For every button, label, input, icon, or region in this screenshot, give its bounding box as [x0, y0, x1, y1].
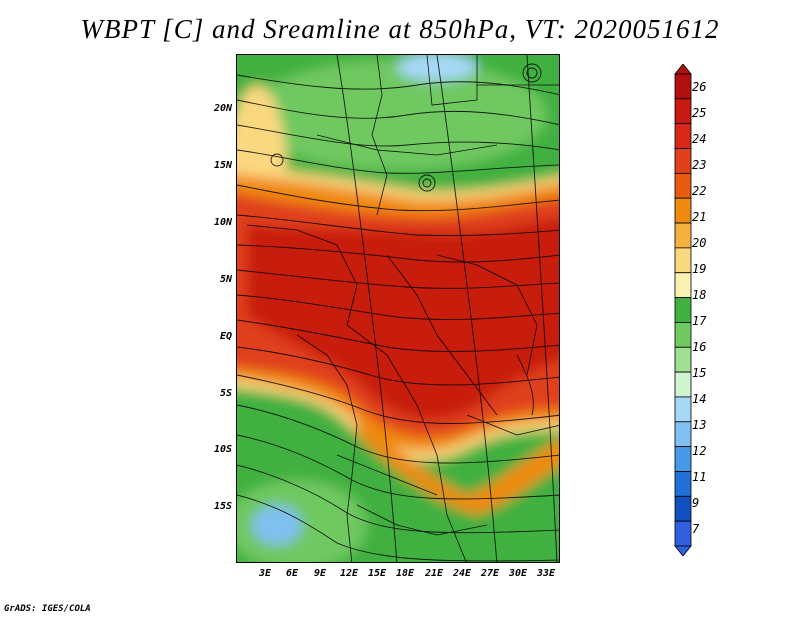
- colorbar-label-26: 26: [692, 80, 707, 94]
- colorbar: [674, 64, 692, 556]
- colorbar-label-7: 7: [692, 522, 700, 536]
- y-tick-10s: 10S: [213, 444, 232, 455]
- colorbar-segment: [674, 98, 692, 125]
- y-tick-10n: 10N: [213, 217, 232, 228]
- colorbar-segment: [674, 421, 692, 448]
- cool-blue-patch: [252, 505, 302, 545]
- colorbar-segment: [674, 73, 692, 100]
- colorbar-top-arrow: [674, 64, 692, 75]
- colorbar-label-13: 13: [692, 418, 707, 432]
- colorbar-segment: [674, 272, 692, 298]
- colorbar-segment: [674, 222, 692, 249]
- colorbar-segment: [674, 396, 692, 423]
- y-tick-eq: EQ: [219, 331, 232, 342]
- country-borders: [246, 55, 559, 562]
- colorbar-segment: [674, 123, 692, 149]
- colorbar-segment: [674, 247, 692, 274]
- colorbar-segment: [674, 446, 692, 472]
- colorbar-segment: [674, 520, 692, 547]
- colorbar-label-25: 25: [692, 106, 707, 120]
- streamlines: [237, 55, 559, 562]
- colorbar-label-16: 16: [692, 340, 707, 354]
- map-panel: [236, 54, 560, 563]
- colorbar-label-20: 20: [692, 236, 707, 250]
- x-tick-3e: 3E: [258, 568, 272, 579]
- colorbar-label-11: 11: [692, 470, 707, 484]
- colorbar-segment: [674, 172, 692, 199]
- x-tick-33e: 33E: [536, 568, 556, 579]
- colorbar-label-12: 12: [692, 444, 707, 458]
- colorbar-segment: [674, 471, 692, 497]
- footer-credit: GrADS: IGES/COLA: [4, 604, 91, 614]
- y-tick-5s: 5S: [219, 388, 232, 399]
- colorbar-segment: [674, 371, 692, 398]
- colorbar-bottom-arrow: [674, 545, 692, 556]
- colorbar-label-22: 22: [692, 184, 707, 198]
- colorbar-segment: [674, 346, 692, 373]
- colorbar-segment: [674, 197, 692, 224]
- x-tick-30e: 30E: [508, 568, 528, 579]
- x-tick-21e: 21E: [424, 568, 444, 579]
- colorbar-label-19: 19: [692, 262, 707, 276]
- orange-south-tongue: [357, 405, 559, 515]
- colorbar-label-9: 9: [692, 496, 700, 510]
- hot-core: [247, 217, 559, 420]
- colorbar-segment: [674, 322, 692, 348]
- y-tick-20n: 20N: [213, 103, 232, 114]
- colorbar-label-17: 17: [692, 314, 707, 328]
- colorbar-segment: [674, 495, 692, 522]
- colorbar-label-23: 23: [692, 158, 707, 172]
- map-svg: [237, 55, 559, 562]
- cool-north-patch: [397, 55, 477, 81]
- y-tick-15s: 15S: [213, 501, 232, 512]
- colorbar-label-18: 18: [692, 288, 707, 302]
- colorbar-segment: [674, 297, 692, 323]
- x-tick-6e: 6E: [285, 568, 299, 579]
- chart-title: WBPT [C] and Sreamline at 850hPa, VT: 20…: [80, 14, 720, 44]
- x-tick-27e: 27E: [480, 568, 500, 579]
- x-tick-15e: 15E: [367, 568, 387, 579]
- x-tick-12e: 12E: [339, 568, 359, 579]
- colorbar-label-24: 24: [692, 132, 707, 146]
- green-north-patch: [247, 60, 547, 170]
- x-tick-9e: 9E: [313, 568, 327, 579]
- colorbar-segment: [674, 148, 692, 174]
- colorbar-segments: [674, 64, 692, 556]
- colorbar-label-14: 14: [692, 392, 707, 406]
- y-tick-15n: 15N: [213, 160, 232, 171]
- x-tick-24e: 24E: [452, 568, 472, 579]
- colorbar-label-15: 15: [692, 366, 707, 380]
- y-tick-5n: 5N: [219, 274, 232, 285]
- colorbar-label-21: 21: [692, 210, 707, 224]
- x-tick-18e: 18E: [395, 568, 415, 579]
